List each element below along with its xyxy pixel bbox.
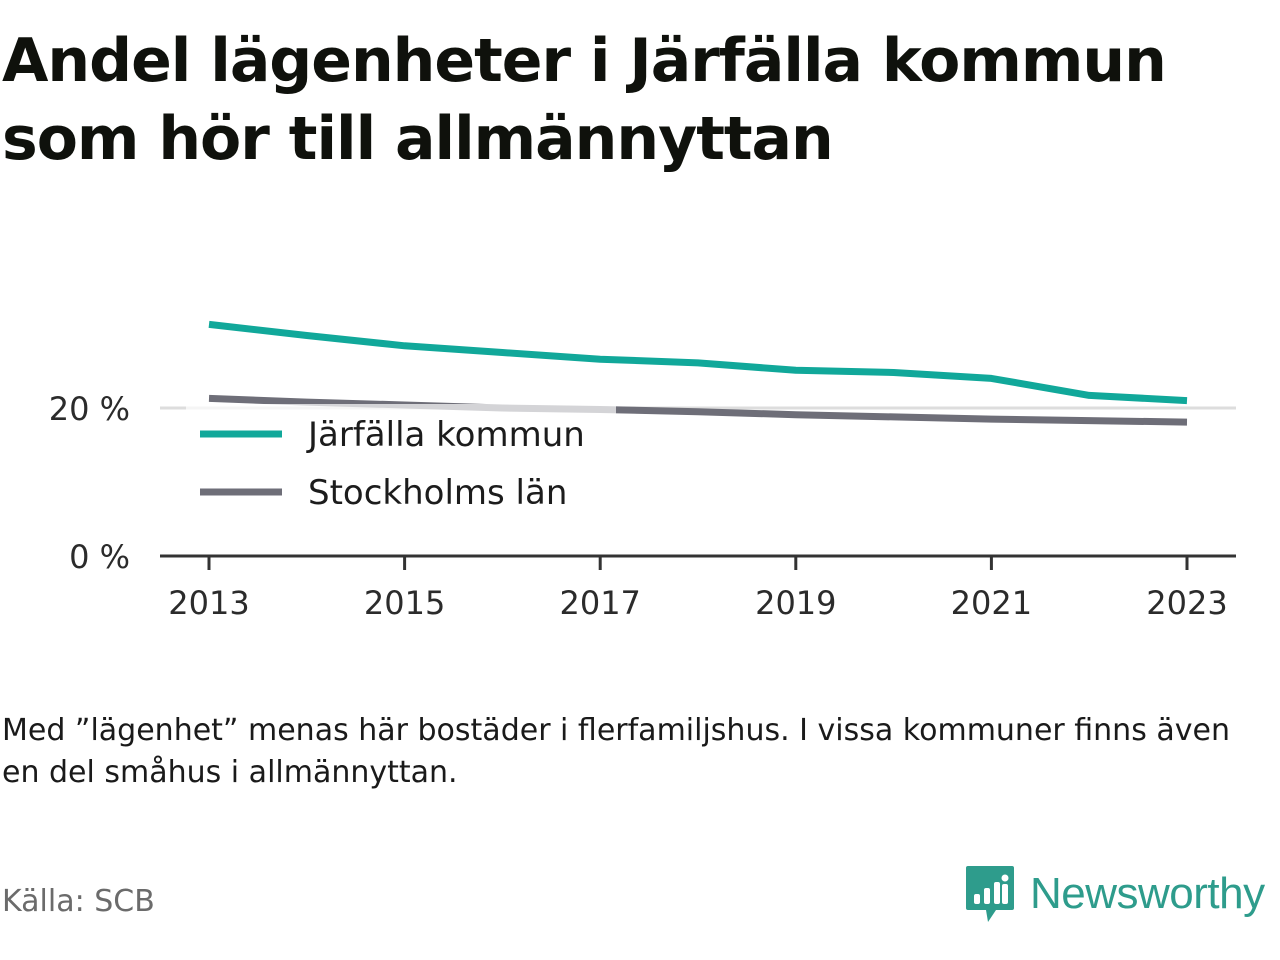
source-label: Källa: SCB	[2, 884, 155, 919]
brand-logo[interactable]: Newsworthy	[964, 862, 1265, 926]
x-tick-label: 2021	[951, 584, 1032, 622]
x-tick-label: 2013	[168, 584, 249, 622]
x-tick-label: 2023	[1146, 584, 1227, 622]
legend-label-1: Stockholms län	[308, 473, 567, 513]
x-tick-label: 2019	[755, 584, 836, 622]
x-tick-label: 2015	[364, 584, 445, 622]
footnote: Med ”lägenhet” menas här bostäder i fler…	[2, 713, 1230, 790]
legend: Järfälla kommun Stockholms län	[186, 404, 616, 513]
axis-layer: 2013 2015 2017 2019 2021 2023 0 % 20 %	[49, 390, 1236, 622]
chart-title: Andel lägenheter i Järfälla kommun som h…	[2, 26, 1167, 174]
legend-label-0: Järfälla kommun	[306, 415, 585, 455]
brand-name: Newsworthy	[1030, 869, 1265, 918]
line-chart: 2013 2015 2017 2019 2021 2023 0 % 20 % Järfälla…	[49, 320, 1236, 622]
y-tick-label: 0 %	[69, 538, 130, 576]
legend-background	[186, 404, 616, 416]
series-line-0	[208, 320, 1188, 405]
x-tick-label: 2017	[559, 584, 640, 622]
y-tick-label: 20 %	[49, 390, 130, 428]
newsworthy-logo-icon	[966, 866, 1014, 922]
